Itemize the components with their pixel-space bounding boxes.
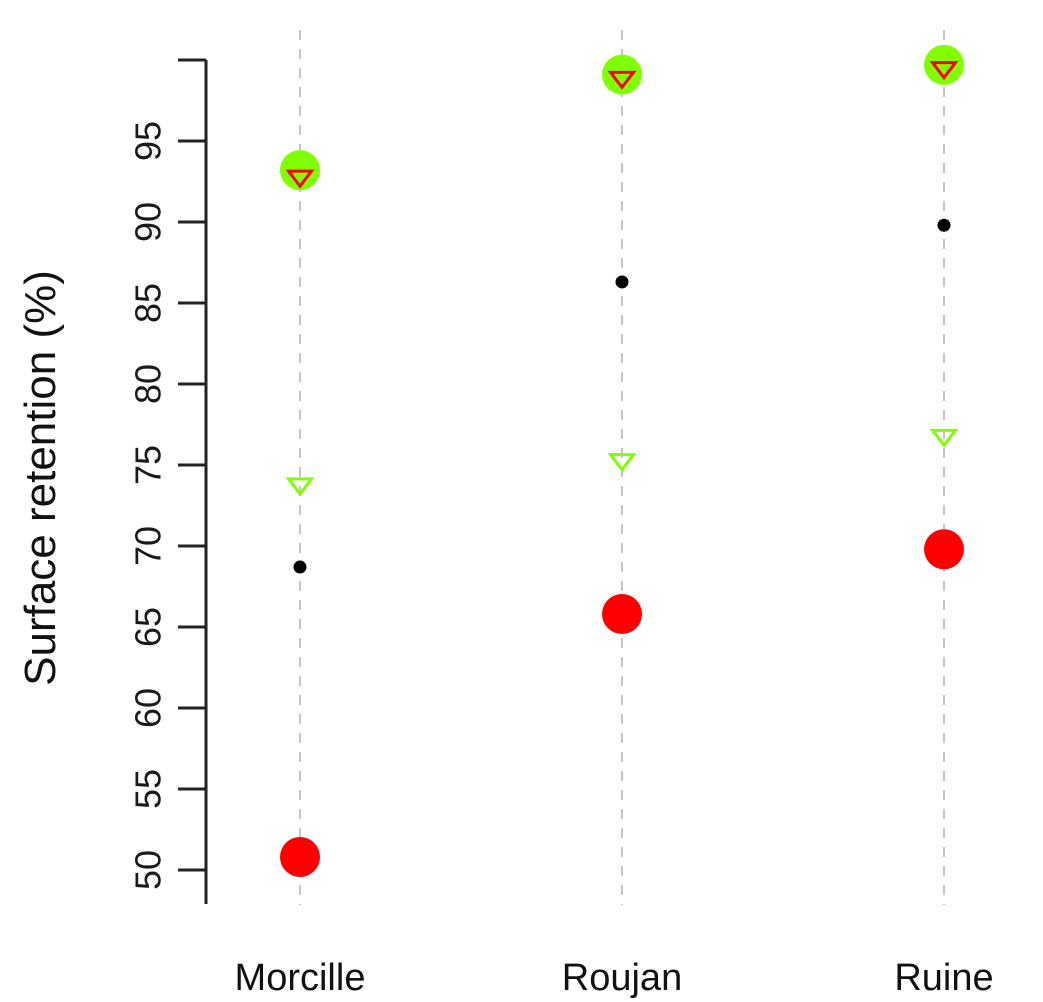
y-tick-label: 80 [128,364,169,404]
point-dot [615,275,629,289]
point-circle [924,529,964,570]
point-circle [602,594,642,635]
y-tick-label: 75 [128,445,169,485]
point-triangle [607,70,637,90]
y-tick-label: 50 [128,850,169,890]
point-triangle [285,169,315,189]
point-circle [280,837,320,878]
point-triangle [929,428,959,448]
y-tick-label: 70 [128,526,169,566]
category-labels: Morcille Roujan Ruine [235,957,994,999]
point-dot [293,560,307,574]
point-circle [924,44,964,85]
point-circle [602,54,642,95]
category-label: Morcille [235,957,366,999]
point-triangle [607,453,637,473]
y-tick-label: 55 [128,769,169,809]
point-triangle [929,61,959,81]
y-tick-label: 95 [128,121,169,161]
y-tick-label: 85 [128,283,169,323]
category-label: Roujan [562,957,682,999]
y-tick-label: 65 [128,607,169,647]
point-dot [937,218,951,232]
y-axis-title: Surface retention (%) [16,270,65,686]
y-tick-label: 60 [128,688,169,728]
data-marks [280,44,964,878]
y-axis: 50 55 60 65 70 75 80 85 90 95 [128,58,208,904]
point-triangle [285,477,315,497]
y-tick-label: 90 [128,202,169,242]
category-label: Ruine [894,957,993,999]
